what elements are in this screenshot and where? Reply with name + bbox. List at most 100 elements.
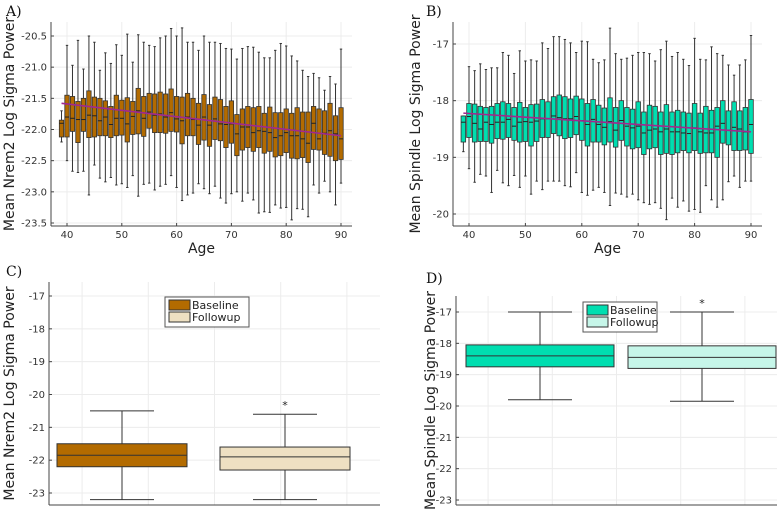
box-baseline — [56, 410, 188, 501]
box — [511, 107, 517, 141]
box — [102, 100, 108, 137]
box — [184, 92, 191, 137]
box-age-89 — [742, 59, 749, 182]
box-age-82 — [703, 59, 709, 187]
x-tick-label: 70 — [632, 230, 645, 241]
box-age-74 — [658, 49, 664, 209]
box — [310, 106, 317, 150]
box — [624, 107, 630, 147]
box-age-79 — [686, 65, 692, 212]
box-age-77 — [674, 52, 681, 208]
box — [217, 99, 224, 142]
y-axis-label: Mean Spindle Log Sigma Power — [423, 291, 439, 510]
box-age-80 — [283, 45, 289, 208]
box-age-61 — [179, 27, 185, 202]
box — [157, 91, 163, 134]
x-axis-label: Age — [594, 241, 621, 257]
box-age-68 — [217, 42, 224, 199]
box — [669, 111, 675, 155]
y-tick-label: -21.5 — [21, 94, 47, 105]
legend-swatch — [586, 304, 609, 316]
panel-label: D) — [426, 271, 443, 287]
box — [708, 109, 715, 154]
box — [579, 98, 585, 141]
panel-a: A) -20.5 -21.0 -21.5 -22.0 -22.5 -23.0 -23.5Mea… — [2, 4, 352, 257]
box — [316, 108, 322, 151]
box-age-52 — [130, 61, 136, 177]
box-age-62 — [590, 58, 596, 191]
y-tick-label: -20 — [29, 390, 45, 401]
box — [173, 96, 180, 133]
box-age-40 — [466, 66, 472, 170]
x-tick-label: 80 — [280, 230, 293, 241]
box — [742, 107, 749, 151]
box-age-47 — [505, 54, 512, 187]
box — [460, 115, 467, 143]
y-axis-label: Mean Nrem2 Log Sigma Power — [2, 17, 18, 231]
box — [658, 111, 664, 155]
box — [522, 107, 529, 142]
box-age-54 — [545, 48, 551, 182]
box-age-39 — [58, 110, 65, 143]
box-age-74 — [250, 46, 256, 201]
box — [64, 94, 70, 138]
box — [545, 101, 551, 138]
box-age-68 — [624, 57, 630, 198]
x-tick-label: 50 — [519, 230, 532, 241]
box-age-81 — [289, 55, 295, 221]
box — [327, 102, 333, 157]
box-followup — [219, 413, 351, 501]
panel-label: C) — [6, 264, 22, 280]
box — [652, 105, 658, 149]
x-tick-label: 70 — [225, 230, 238, 241]
box — [113, 94, 119, 137]
y-tick-label: -17 — [433, 40, 449, 51]
box — [562, 96, 568, 140]
box — [338, 107, 344, 160]
y-tick-label: -21 — [436, 433, 452, 444]
box-age-49 — [517, 50, 523, 188]
box — [278, 112, 284, 157]
y-axis-label: Mean Spindle Log Sigma Power — [408, 14, 424, 233]
box — [195, 102, 202, 145]
box — [223, 106, 229, 148]
box — [494, 103, 500, 140]
box — [596, 104, 602, 143]
box — [528, 104, 534, 147]
box — [119, 99, 125, 136]
box-age-63 — [190, 41, 196, 194]
legend-label: Followup — [610, 316, 658, 329]
box-age-86 — [316, 77, 322, 194]
box-age-75 — [663, 40, 670, 221]
box — [573, 95, 579, 136]
x-tick-label: 40 — [61, 230, 74, 241]
box-age-43 — [483, 69, 489, 177]
box-age-44 — [86, 35, 92, 196]
y-tick-label: -23 — [436, 496, 452, 507]
box-age-65 — [607, 27, 613, 206]
y-tick-label: -20.5 — [21, 32, 47, 43]
box — [332, 115, 339, 162]
box — [86, 90, 92, 139]
box-age-49 — [113, 44, 119, 186]
y-tick-label: -17 — [29, 292, 45, 303]
box-age-86 — [725, 64, 732, 183]
box — [731, 101, 737, 151]
y-axis-label: Mean Nrem2 Log Sigma Power — [2, 286, 18, 500]
box-age-83 — [300, 69, 306, 210]
box-age-69 — [223, 47, 229, 204]
box — [168, 88, 174, 132]
box-age-41 — [471, 70, 478, 183]
box-age-85 — [310, 72, 317, 186]
box — [477, 105, 483, 142]
box-age-88 — [737, 64, 743, 188]
box-age-71 — [641, 52, 647, 204]
trend-line — [61, 102, 342, 137]
box — [219, 446, 351, 471]
box-age-78 — [680, 58, 687, 202]
box — [466, 103, 472, 138]
box — [321, 110, 328, 155]
box — [97, 97, 103, 137]
box-age-57 — [157, 37, 163, 187]
